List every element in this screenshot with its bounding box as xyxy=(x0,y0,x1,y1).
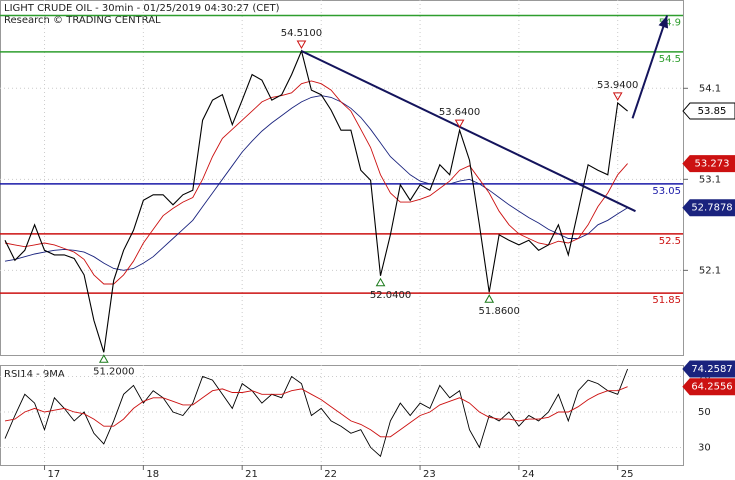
high-label: 53.9400 xyxy=(597,80,638,91)
arrow-head xyxy=(658,15,669,29)
y-tick-label: 54.1 xyxy=(699,83,721,94)
high-label: 54.5100 xyxy=(281,28,322,39)
price-tag xyxy=(682,360,735,378)
low-marker xyxy=(375,277,386,287)
x-tick-label: 17 xyxy=(48,469,61,480)
price-tag-label: 64.2556 xyxy=(691,382,732,393)
price-frame xyxy=(0,0,684,356)
rsi-title: RSI14 - 9MA xyxy=(4,369,65,380)
price-tag xyxy=(682,102,735,120)
low-label: 51.8600 xyxy=(479,306,520,317)
price-tag-label: 53.85 xyxy=(698,106,727,117)
chart-title: LIGHT CRUDE OIL - 30min - 01/25/2019 04:… xyxy=(4,3,280,14)
rsi-line xyxy=(4,386,628,438)
price-tag-label: 52.7878 xyxy=(691,203,732,214)
x-tick-label: 25 xyxy=(621,469,634,480)
x-tick-label: 23 xyxy=(423,469,436,480)
y-tick-label: 53.1 xyxy=(699,174,721,185)
y-tick-label: 52.1 xyxy=(699,265,721,276)
level-label: 51.85 xyxy=(652,295,681,306)
x-tick-label: 18 xyxy=(146,469,159,480)
x-tick-label: 22 xyxy=(324,469,337,480)
low-marker xyxy=(484,294,495,303)
price-tag-label: 74.2587 xyxy=(691,364,732,375)
high-marker xyxy=(454,119,465,129)
level-label: 54.5 xyxy=(659,54,681,65)
high-label: 53.6400 xyxy=(439,107,480,118)
moving-average xyxy=(4,95,628,271)
chart-subtitle: Research © TRADING CENTRAL xyxy=(4,15,161,26)
trendline xyxy=(301,50,636,213)
low-marker xyxy=(98,354,109,363)
projection-arrow xyxy=(631,15,669,119)
rsi-frame xyxy=(0,365,684,466)
high-marker xyxy=(296,40,307,49)
y-tick-label: 30 xyxy=(698,442,711,453)
rsi-line xyxy=(4,368,629,458)
price-tag xyxy=(682,199,735,217)
price-tag-label: 53.273 xyxy=(695,159,730,170)
low-label: 51.2000 xyxy=(93,366,134,377)
y-tick-label: 50 xyxy=(698,407,711,418)
x-tick-label: 24 xyxy=(522,469,535,480)
price-line xyxy=(4,49,628,353)
price-tag xyxy=(682,155,735,173)
level-label: 52.5 xyxy=(659,236,681,247)
moving-average xyxy=(4,80,628,285)
x-tick-label: 21 xyxy=(245,469,258,480)
price-tag xyxy=(682,378,735,396)
level-label: 53.05 xyxy=(652,186,681,197)
high-marker xyxy=(612,92,623,101)
low-label: 52.0400 xyxy=(370,290,411,301)
level-label: 54.9 xyxy=(659,17,681,28)
